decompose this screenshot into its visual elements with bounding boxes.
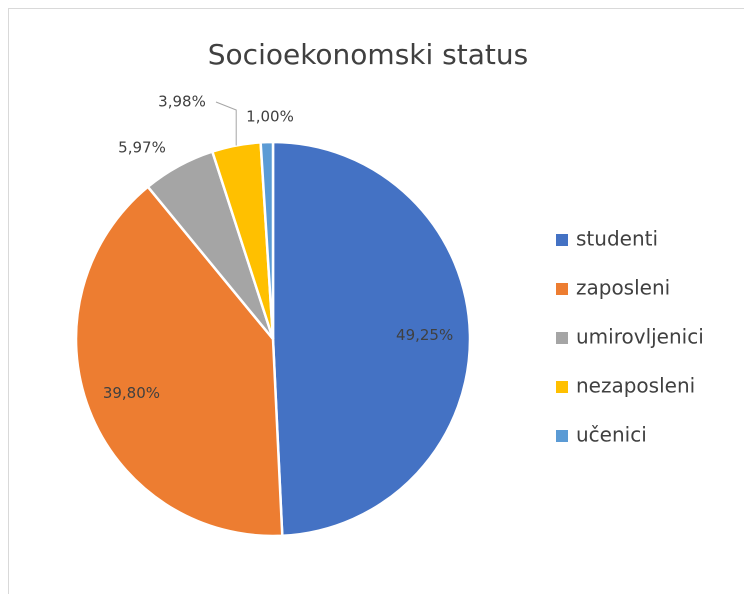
data-label: 49,25% (396, 326, 453, 344)
chart-title: Socioekonomski status (208, 38, 528, 71)
legend-swatch (556, 381, 568, 393)
data-label: 5,97% (118, 139, 166, 157)
pie-slice (259, 140, 275, 340)
legend-label: umirovljenici (576, 325, 704, 349)
pie-slice (271, 140, 472, 538)
leader-line (215, 101, 237, 146)
legend-label: nezaposleni (576, 374, 695, 398)
pie-slice (74, 185, 284, 538)
data-label: 3,98% (158, 93, 206, 111)
legend-swatch (556, 430, 568, 442)
data-label: 39,80% (103, 384, 160, 402)
legend-label: studenti (576, 227, 658, 251)
legend-swatch (556, 283, 568, 295)
legend-swatch (556, 332, 568, 344)
legend-label: zaposleni (576, 276, 670, 300)
data-label: 1,00% (246, 108, 294, 126)
legend-swatch (556, 234, 568, 246)
legend-label: učenici (576, 423, 647, 447)
